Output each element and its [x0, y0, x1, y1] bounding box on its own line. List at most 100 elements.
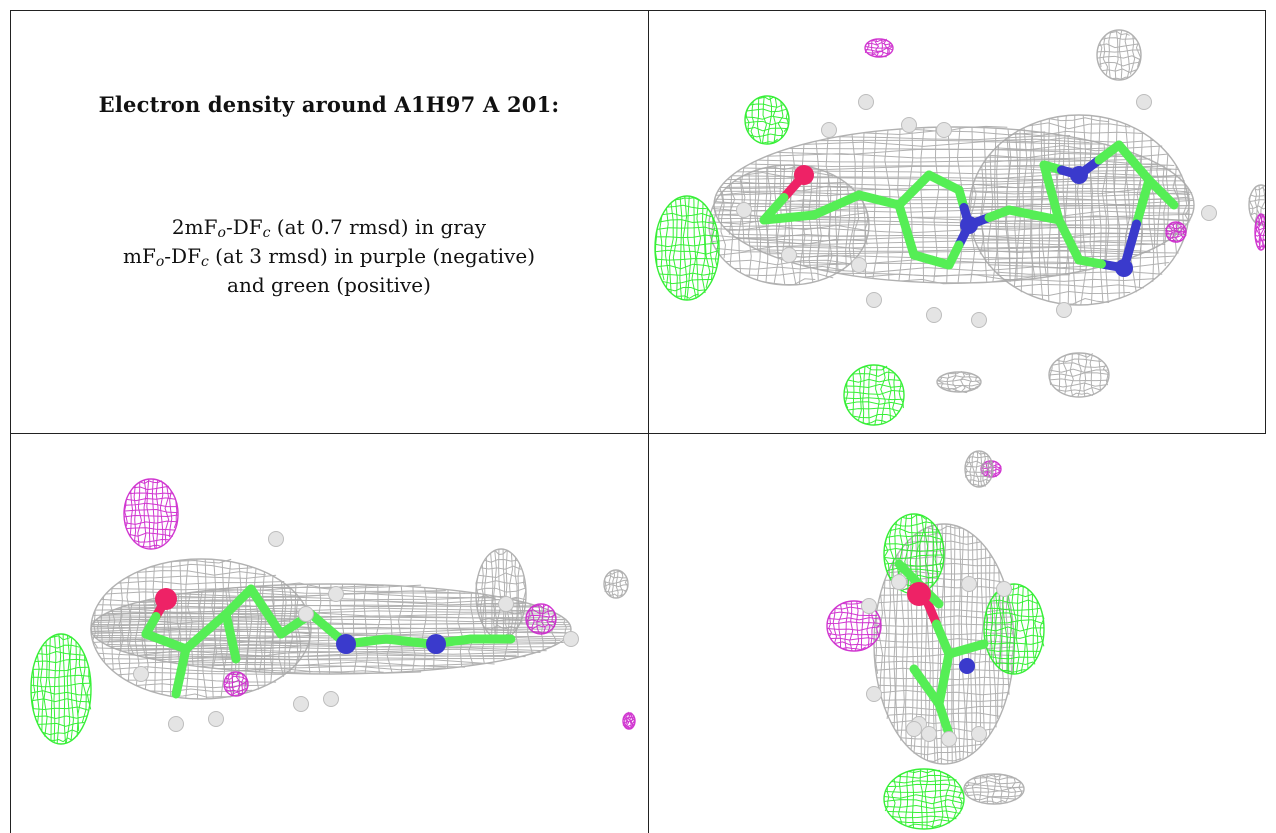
hydrogen-atom: [891, 574, 907, 590]
hydrogen-atom: [736, 202, 752, 218]
atom: [336, 634, 356, 654]
density-negative: [1165, 221, 1187, 243]
density-negative: [622, 711, 636, 730]
hydrogen-atom: [208, 711, 224, 727]
bond: [962, 639, 989, 654]
view-bottom-right: [649, 434, 1266, 833]
atom: [959, 658, 975, 674]
hydrogen-atom: [1201, 205, 1217, 221]
legend-text: 2mFo-DFc (at 0.7 rmsd) in gray mFo-DFc (…: [10, 213, 648, 300]
density-negative: [223, 671, 249, 697]
density-positive: [843, 364, 905, 426]
hydrogen-atom: [906, 721, 922, 737]
bond: [246, 584, 271, 616]
legend-line-2fofc: 2mFo-DFc (at 0.7 rmsd) in gray: [10, 213, 648, 242]
figure-title: Electron density around A1H97 A 201:: [98, 92, 560, 117]
hydrogen-atom: [821, 122, 837, 138]
center-rule: [648, 10, 649, 833]
legend-term: mF: [123, 244, 156, 268]
hydrogen-atom: [168, 716, 184, 732]
density-negative: [1254, 213, 1265, 251]
hydrogen-atom: [1136, 94, 1152, 110]
hydrogen-atom: [298, 606, 314, 622]
bond: [894, 200, 911, 235]
legend-sub: o: [217, 225, 226, 241]
atom: [960, 216, 978, 234]
right-border: [1265, 10, 1266, 434]
hydrogen-atom: [498, 596, 514, 612]
density-negative: [864, 38, 894, 58]
view-bottom-left: [11, 434, 648, 833]
bond: [1047, 188, 1064, 225]
hydrogen-atom: [133, 666, 149, 682]
hydrogen-atom: [901, 117, 917, 133]
left-border: [10, 10, 11, 833]
legend-term: 2mF: [171, 215, 218, 239]
hydrogen-atom: [971, 726, 987, 742]
top-border: [10, 10, 1266, 11]
bond: [894, 559, 924, 589]
bond: [1054, 215, 1074, 245]
middle-rule: [10, 433, 1266, 434]
bond: [1132, 175, 1154, 229]
density-2fofc: [1048, 352, 1110, 398]
hydrogen-atom: [851, 257, 867, 273]
legend-sub: o: [155, 254, 165, 270]
density-render-end: [826, 450, 1045, 830]
view-top-right: [649, 10, 1265, 433]
density-positive: [30, 633, 92, 745]
hydrogen-atom: [1056, 302, 1072, 318]
hydrogen-atom: [268, 531, 284, 547]
density-2fofc: [1096, 29, 1142, 81]
hydrogen-atom: [971, 312, 987, 328]
atom: [1115, 259, 1133, 277]
bond: [909, 664, 931, 691]
density-negative: [826, 600, 882, 652]
hydrogen-atom: [328, 586, 344, 602]
hydrogen-atom: [858, 94, 874, 110]
caption-cell: Electron density around A1H97 A 201: 2mF…: [10, 10, 648, 433]
hydrogen-atom: [323, 691, 339, 707]
legend-term: -DF: [225, 215, 263, 239]
legend-sub: c: [262, 225, 271, 241]
density-positive: [883, 768, 965, 830]
bond: [1157, 188, 1179, 210]
density-negative: [123, 478, 179, 550]
hydrogen-atom: [293, 696, 309, 712]
hydrogen-atom: [921, 726, 937, 742]
density-2fofc: [963, 773, 1025, 805]
hydrogen-atom: [866, 292, 882, 308]
hydrogen-atom: [563, 631, 579, 647]
bond: [226, 632, 241, 664]
legend-line-fofc: mFo-DFc (at 3 rmsd) in purple (negative): [10, 242, 648, 271]
hydrogen-atom: [936, 122, 952, 138]
hydrogen-atom: [866, 686, 882, 702]
density-positive: [744, 95, 790, 145]
legend-line-positive: and green (positive): [227, 273, 431, 297]
hydrogen-atom: [926, 307, 942, 323]
density-positive: [654, 195, 720, 301]
atom: [794, 165, 814, 185]
density-negative: [525, 603, 557, 635]
density-render-side: [30, 478, 636, 745]
density-2fofc: [964, 450, 994, 488]
legend-term: (at 0.7 rmsd) in gray: [270, 215, 487, 239]
hydrogen-atom: [961, 576, 977, 592]
hydrogen-atom: [996, 581, 1012, 597]
bond: [261, 607, 286, 639]
density-2fofc: [708, 164, 870, 286]
hydrogen-atom: [941, 731, 957, 747]
density-2fofc: [603, 569, 629, 599]
legend-term: -DF: [164, 244, 201, 268]
legend-sub: c: [200, 254, 209, 270]
density-render-front: [654, 29, 1265, 426]
bond: [171, 667, 186, 699]
legend-term: (at 3 rmsd) in purple (negative): [208, 244, 535, 268]
density-2fofc: [936, 370, 982, 394]
density-positive: [983, 583, 1045, 675]
density-2fofc: [475, 548, 527, 640]
atom: [155, 588, 177, 610]
density-2fofc: [968, 114, 1190, 306]
hydrogen-atom: [861, 598, 877, 614]
atom: [1070, 166, 1088, 184]
